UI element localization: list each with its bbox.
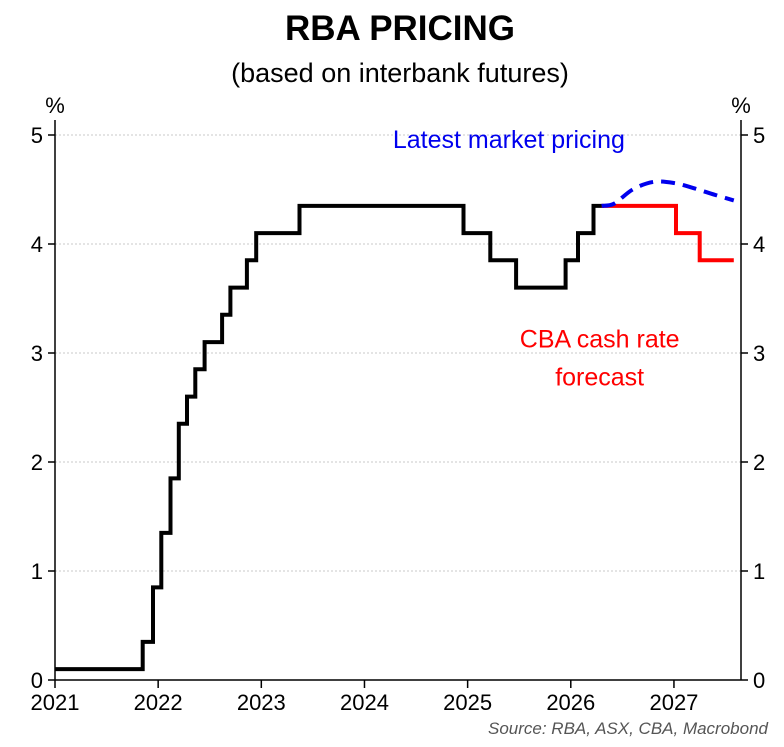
x-tick-label-0: 2021: [31, 690, 80, 715]
series-line-0: [55, 203, 604, 672]
y-tick-label-left-1: 1: [31, 559, 43, 584]
chart-subtitle: (based on interbank futures): [231, 58, 569, 88]
y-axis-unit-right: %: [731, 93, 751, 118]
y-tick-label-right-3: 3: [753, 341, 765, 366]
y-tick-label-right-5: 5: [753, 123, 765, 148]
chart-title: RBA PRICING: [285, 9, 515, 48]
y-tick-label-left-3: 3: [31, 341, 43, 366]
y-tick-label-left-5: 5: [31, 123, 43, 148]
y-tick-label-left-0: 0: [31, 668, 43, 693]
x-tick-label-1: 2022: [134, 690, 183, 715]
series-lines: [55, 179, 735, 672]
y-tick-label-left-4: 4: [31, 232, 43, 257]
x-tick-label-3: 2024: [340, 690, 389, 715]
x-tick-label-4: 2025: [443, 690, 492, 715]
annotation-0: Latest market pricing: [393, 126, 625, 154]
y-tick-label-right-4: 4: [753, 232, 765, 257]
annotation-1: CBA cash rate: [520, 326, 680, 354]
series-line-1: [601, 203, 734, 263]
annotations: Latest market pricing CBA cash rate foreca…: [393, 126, 680, 392]
annotation-2: forecast: [555, 364, 644, 392]
x-tick-label-2: 2023: [237, 690, 286, 715]
series-line-2: [601, 179, 735, 208]
y-tick-label-right-2: 2: [753, 450, 765, 475]
axes: 0 0 1 1 2 2 3 3 4 4 5 5 2021 2022 2023 2024 2025 2026 2027: [31, 120, 765, 715]
x-tick-label-6: 2027: [649, 690, 698, 715]
y-tick-label-left-2: 2: [31, 450, 43, 475]
y-tick-label-right-0: 0: [753, 668, 765, 693]
source-note: Source: RBA, ASX, CBA, Macrobond: [488, 719, 769, 738]
y-axis-unit-left: %: [45, 93, 65, 118]
x-tick-label-5: 2026: [546, 690, 595, 715]
y-tick-label-right-1: 1: [753, 559, 765, 584]
